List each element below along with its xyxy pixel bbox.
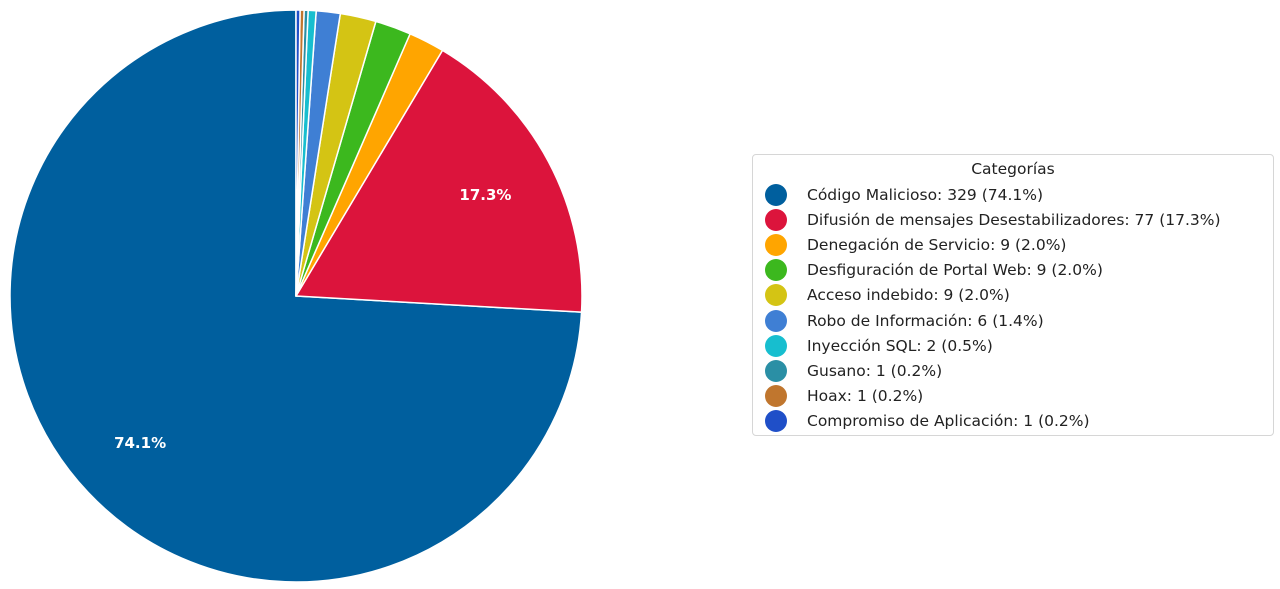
legend-label-7: Inyección SQL: 2 (0.5%)	[807, 336, 993, 355]
legend-label-4: Desfiguración de Portal Web: 9 (2.0%)	[807, 261, 1103, 280]
pie-slice-10	[295, 9, 301, 297]
legend-label-2: Difusión de mensajes Desestabilizadores:…	[807, 210, 1221, 229]
legend-entry-4: Desfiguración de Portal Web: 9 (2.0%)	[765, 258, 1103, 283]
legend-label-1: Código Malicioso: 329 (74.1%)	[807, 185, 1044, 204]
legend-entry-1: Código Malicioso: 329 (74.1%)	[765, 182, 1043, 207]
pie-pct-label-2: 17.3%	[459, 186, 511, 204]
pie-pct-label-1: 74.1%	[114, 434, 166, 452]
legend-label-10: Compromiso de Aplicación: 1 (0.2%)	[807, 412, 1090, 431]
legend-swatch-5	[765, 284, 787, 307]
legend-label-3: Denegación de Servicio: 9 (2.0%)	[807, 235, 1067, 254]
legend-swatch-10	[765, 410, 787, 433]
legend-label-9: Hoax: 1 (0.2%)	[807, 387, 924, 406]
legend-swatch-6	[765, 309, 787, 332]
legend-entry-8: Gusano: 1 (0.2%)	[765, 358, 942, 383]
legend-swatch-9	[765, 385, 787, 408]
legend-swatch-3	[765, 233, 787, 256]
legend-entry-5: Acceso indebido: 9 (2.0%)	[765, 283, 1010, 308]
legend-label-5: Acceso indebido: 9 (2.0%)	[807, 286, 1010, 305]
legend-title: Categorías	[971, 160, 1055, 178]
pie-chart: 74.1% 17.3%	[9, 9, 583, 583]
legend-swatch-1	[765, 183, 787, 206]
legend-label-6: Robo de Información: 6 (1.4%)	[807, 311, 1044, 330]
legend: Categorías Código Malicioso: 329 (74.1%)…	[752, 154, 1274, 436]
legend-entry-2: Difusión de mensajes Desestabilizadores:…	[765, 207, 1221, 232]
legend-entry-6: Robo de Información: 6 (1.4%)	[765, 308, 1044, 333]
legend-swatch-7	[765, 334, 787, 357]
legend-swatch-8	[765, 359, 787, 382]
legend-swatch-2	[765, 208, 787, 231]
pie-slice-2	[295, 49, 583, 313]
legend-entry-7: Inyección SQL: 2 (0.5%)	[765, 333, 993, 358]
legend-entry-9: Hoax: 1 (0.2%)	[765, 384, 923, 409]
legend-label-8: Gusano: 1 (0.2%)	[807, 361, 943, 380]
legend-entry-10: Compromiso de Aplicación: 1 (0.2%)	[765, 409, 1090, 434]
legend-entry-3: Denegación de Servicio: 9 (2.0%)	[765, 232, 1066, 257]
legend-swatch-4	[765, 259, 787, 282]
